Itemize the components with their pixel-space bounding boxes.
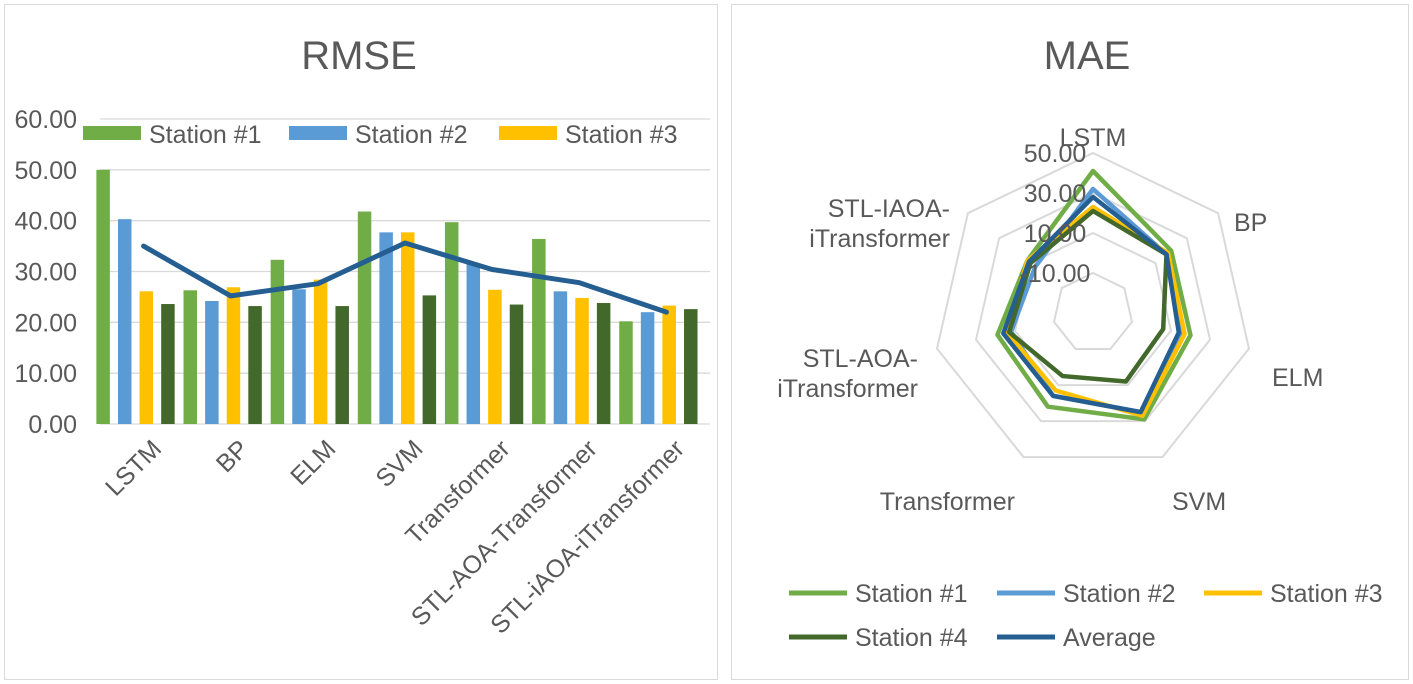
bar-station2-6 bbox=[640, 312, 655, 424]
mae-chart-title: MAE bbox=[1044, 34, 1131, 78]
legend-label: Station #3 bbox=[1270, 580, 1383, 608]
average-line bbox=[141, 240, 669, 315]
bar-station1-6 bbox=[619, 321, 633, 424]
bar-station1-0 bbox=[96, 169, 110, 424]
radar-series-station4 bbox=[1006, 208, 1169, 384]
bar-station4-3 bbox=[422, 295, 437, 424]
legend-label: Average bbox=[1063, 624, 1156, 652]
x-category-label: SVM bbox=[370, 435, 428, 493]
radar-axis-label: Transformer bbox=[880, 488, 1015, 516]
legend-label: Station #3 bbox=[565, 121, 678, 149]
legend-swatch bbox=[289, 126, 347, 140]
bar-station3-5 bbox=[575, 297, 589, 424]
x-category-label: LSTM bbox=[100, 435, 167, 502]
rmse-chart-panel: RMSE 0.00 10.00 20.00 30.00 40.00 50.00 60.00 … bbox=[4, 4, 718, 680]
rmse-bar-chart: RMSE 0.0010.0020.0030.0040.0050.0060.00 … bbox=[14, 34, 710, 639]
bar-station3-4 bbox=[488, 289, 502, 424]
radar-axis-label: iTransformer bbox=[777, 375, 918, 403]
bar-station2-0 bbox=[117, 219, 132, 424]
radar-axis-label: iTransformer bbox=[809, 225, 950, 253]
bar-station3-2 bbox=[313, 279, 328, 424]
radial-tick-label: -10.00 bbox=[1020, 260, 1091, 288]
mae-chart-panel: MAE -10.00 10.00 30.00 50.00 LSTM BP ELM SVM Tra… bbox=[731, 4, 1409, 680]
y-tick-label: 40.00 bbox=[14, 208, 77, 236]
radar-gridline bbox=[974, 191, 1212, 423]
bar-station2-4 bbox=[466, 263, 481, 424]
bar-station1-2 bbox=[270, 259, 285, 424]
radar-axis-label: STL-IAOA- bbox=[828, 195, 950, 223]
y-tick-label: 0.00 bbox=[28, 411, 77, 439]
legend-swatch bbox=[499, 126, 557, 140]
y-tick-label: 20.00 bbox=[14, 309, 77, 337]
bar-station2-3 bbox=[379, 232, 393, 424]
y-tick-label: 30.00 bbox=[14, 259, 77, 287]
bar-station1-3 bbox=[357, 211, 372, 424]
x-category-label: ELM bbox=[285, 435, 341, 491]
radial-tick-label: 50.00 bbox=[1024, 140, 1087, 168]
bar-station2-5 bbox=[553, 291, 568, 424]
radar-axis-label: ELM bbox=[1272, 364, 1323, 392]
rmse-chart-title: RMSE bbox=[301, 34, 417, 78]
x-category-label: BP bbox=[211, 435, 254, 478]
radar-series-average bbox=[1001, 194, 1182, 415]
legend-swatch bbox=[83, 126, 141, 140]
bar-station4-5 bbox=[596, 303, 611, 424]
bar-station4-4 bbox=[509, 304, 524, 424]
bar-station3-1 bbox=[226, 287, 241, 424]
y-tick-label: 60.00 bbox=[14, 106, 77, 134]
bar-station4-2 bbox=[335, 306, 349, 424]
legend-label: Station #2 bbox=[1063, 580, 1176, 608]
bar-station2-2 bbox=[292, 289, 306, 424]
bar-station4-6 bbox=[684, 309, 698, 424]
bar-station4-0 bbox=[161, 304, 175, 424]
bar-station2-1 bbox=[205, 300, 219, 424]
radar-axis-label: LSTM bbox=[1060, 124, 1127, 152]
y-tick-label: 50.00 bbox=[14, 157, 77, 185]
bar-station1-5 bbox=[532, 238, 546, 424]
y-tick-label: 10.00 bbox=[14, 360, 77, 388]
radial-tick-label: 10.00 bbox=[1024, 220, 1087, 248]
legend-label: Station #1 bbox=[855, 580, 968, 608]
bar-station3-0 bbox=[139, 291, 154, 424]
legend-label: Station #1 bbox=[149, 121, 262, 149]
radial-tick-label: 30.00 bbox=[1024, 180, 1087, 208]
bar-station3-6 bbox=[662, 305, 676, 424]
bar-station1-4 bbox=[444, 222, 459, 424]
radar-axis-label: STL-AOA- bbox=[803, 345, 918, 373]
radar-gridline bbox=[1052, 271, 1134, 351]
radar-gridline bbox=[935, 151, 1251, 459]
bar-station1-1 bbox=[183, 290, 198, 424]
radar-axis-label: BP bbox=[1234, 209, 1267, 237]
legend-label: Station #4 bbox=[855, 624, 968, 652]
radar-axis-label: SVM bbox=[1172, 488, 1226, 516]
bar-station3-3 bbox=[401, 232, 415, 424]
legend-label: Station #2 bbox=[355, 121, 468, 149]
bar-station4-1 bbox=[248, 306, 262, 424]
